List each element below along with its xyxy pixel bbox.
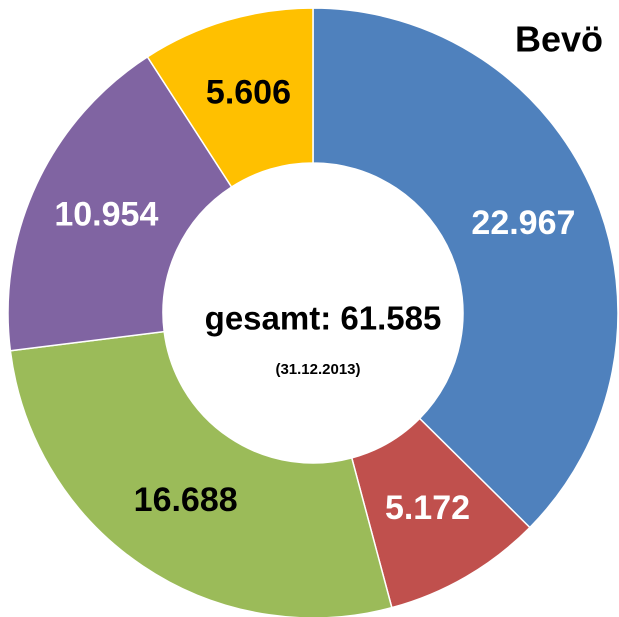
data-label: 5.606 bbox=[206, 73, 291, 111]
chart-title: Bevö bbox=[515, 19, 603, 60]
donut-hole bbox=[163, 163, 463, 463]
data-label: 10.954 bbox=[54, 196, 158, 234]
data-label: 5.172 bbox=[385, 489, 470, 527]
wedges bbox=[7, 7, 619, 617]
data-label: 22.967 bbox=[471, 204, 575, 242]
center-total: gesamt: 61.585 bbox=[205, 300, 442, 337]
center-date: (31.12.2013) bbox=[275, 361, 360, 378]
data-label: 16.688 bbox=[134, 481, 238, 519]
